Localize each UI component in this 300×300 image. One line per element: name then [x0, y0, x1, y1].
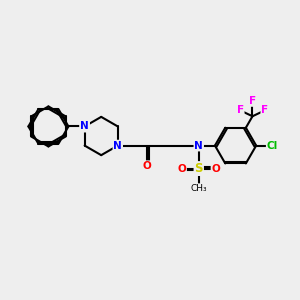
Text: F: F	[261, 105, 268, 116]
Text: O: O	[177, 164, 186, 173]
Text: F: F	[249, 96, 256, 106]
Text: O: O	[212, 164, 220, 173]
Text: S: S	[194, 162, 203, 175]
Text: N: N	[113, 141, 122, 151]
Text: O: O	[143, 161, 152, 171]
Text: F: F	[237, 105, 244, 116]
Text: Cl: Cl	[267, 141, 278, 151]
Text: N: N	[80, 122, 89, 131]
Text: CH₃: CH₃	[190, 184, 207, 193]
Text: N: N	[194, 141, 203, 151]
Text: N: N	[80, 122, 89, 131]
